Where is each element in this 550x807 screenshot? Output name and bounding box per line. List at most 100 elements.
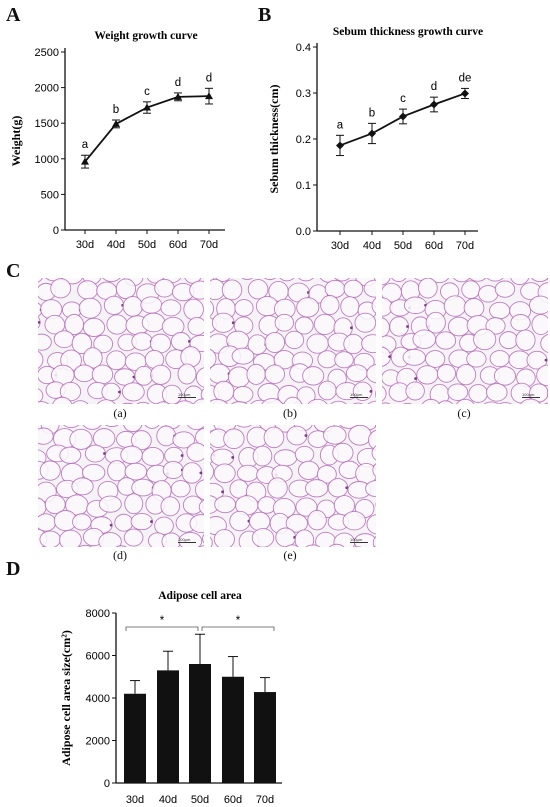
adipocyte-cell — [435, 331, 457, 350]
adipocyte-cell — [543, 402, 548, 404]
adipocyte-cell — [391, 278, 407, 283]
y-tick-label: 0.1 — [296, 180, 311, 192]
adipocyte-cell — [365, 480, 376, 498]
y-tick-label: 2000 — [86, 736, 110, 748]
adipocyte-cell — [382, 317, 390, 338]
y-axis-label: Weight(g) — [9, 116, 23, 167]
adipose-cell-area-chart: Adipose cell area Adipose cell area size(… — [59, 590, 282, 806]
weight-growth-chart: Weight growth curve Weight(g) 0 500 1000 1500… — [9, 30, 225, 251]
adipocyte-cell — [213, 463, 236, 484]
adipocyte-cell — [210, 463, 215, 481]
adipocyte-cell — [141, 446, 165, 467]
x-tick-label: 50d — [394, 240, 412, 252]
adipocyte-cell — [363, 279, 376, 298]
adipocyte-cell — [161, 384, 183, 404]
bar — [189, 664, 211, 783]
adipocyte-cell — [382, 402, 391, 404]
adipocyte-cell — [71, 477, 94, 496]
adipocyte-cell — [323, 425, 347, 445]
adipocyte-cell — [498, 402, 513, 404]
adipocyte-cell — [172, 431, 196, 449]
adipocyte-cell — [154, 516, 174, 535]
adipocyte-cell — [59, 529, 82, 547]
y-axis-label: Adipose cell area size(cm²) — [59, 630, 73, 766]
data-point — [112, 119, 120, 127]
adipocyte-cell — [232, 386, 254, 404]
cell-nucleus — [180, 454, 184, 457]
adipocyte-cell — [246, 363, 266, 385]
significance-star: * — [236, 615, 241, 627]
panel-letter-b: B — [258, 4, 272, 26]
bar — [222, 676, 244, 783]
chart-title: Adipose cell area — [158, 590, 242, 602]
adipocyte-cell — [189, 280, 204, 300]
adipocyte-cell — [286, 425, 308, 446]
significance-letter: d — [431, 81, 437, 93]
adipocyte-cell — [368, 429, 376, 451]
histology-caption-b: (b) — [283, 406, 297, 420]
histology-image-b: 100μm — [210, 278, 376, 404]
scale-bar: 100μm — [350, 537, 368, 543]
cell-nucleus — [150, 520, 153, 523]
scale-bar: 100μm — [178, 392, 196, 398]
significance-letter: b — [113, 104, 119, 116]
adipocyte-cell — [59, 446, 82, 464]
adipocyte-cell — [327, 478, 349, 498]
adipocyte-cell — [156, 425, 177, 447]
adipocyte-cell — [316, 465, 337, 484]
adipocyte-cell — [175, 400, 194, 404]
adipocyte-cell — [285, 513, 308, 533]
adipocyte-cell — [198, 545, 204, 547]
adipocyte-cell — [354, 312, 376, 333]
x-tick-label: 60d — [169, 239, 187, 251]
adipocyte-cell — [453, 278, 471, 283]
y-tick-label: 1500 — [35, 118, 59, 130]
adipocyte-cell — [213, 529, 235, 547]
adipocyte-cell — [198, 499, 204, 515]
adipocyte-cell — [261, 398, 284, 404]
adipocyte-cell — [456, 398, 475, 404]
scale-bar: 100μm — [522, 392, 540, 398]
adipocyte-cell — [515, 329, 536, 351]
adipocyte-cell — [340, 296, 360, 317]
cell-nucleus — [118, 390, 121, 394]
cell-nucleus — [199, 471, 203, 475]
adipocyte-cell — [405, 381, 425, 401]
adipocyte-cell — [493, 366, 516, 386]
adipocyte-cell — [131, 430, 152, 451]
adipocyte-cell — [264, 364, 286, 384]
adipocyte-cell — [194, 479, 204, 501]
adipocyte-cell — [92, 428, 116, 449]
adipocyte-cell — [211, 312, 235, 333]
adipocyte-cell — [154, 278, 175, 298]
adipocyte-cell — [510, 314, 531, 332]
adipocyte-cell — [371, 445, 376, 461]
adipocyte-cell — [403, 296, 428, 315]
adipocyte-cell — [306, 333, 329, 354]
adipocyte-cell — [160, 299, 182, 317]
adipocyte-cell — [123, 425, 143, 433]
adipocyte-cell — [520, 398, 541, 404]
adipocyte-cell — [115, 278, 137, 300]
adipocyte-cell — [332, 442, 354, 463]
significance-letter: c — [144, 86, 150, 98]
adipocyte-cell — [231, 347, 255, 365]
y-tick-label: 0.2 — [296, 134, 311, 146]
adipocyte-cell — [249, 511, 271, 532]
cell-nucleus — [345, 486, 349, 490]
adipocyte-cell — [187, 316, 204, 336]
adipocyte-cell — [343, 279, 364, 299]
x-tick-label: 40d — [107, 239, 125, 251]
adipocyte-cell — [456, 364, 477, 386]
cell-nucleus — [349, 326, 353, 330]
adipocyte-cell — [305, 479, 329, 498]
adipocyte-cell — [425, 311, 446, 334]
significance-letter: a — [337, 119, 344, 131]
adipocyte-cell — [210, 300, 215, 317]
adipocyte-cell — [177, 363, 197, 385]
cell-nucleus — [231, 456, 235, 459]
adipocyte-cell — [140, 296, 163, 314]
y-tick-label: 4000 — [86, 693, 110, 705]
y-tick-label: 500 — [41, 189, 59, 201]
x-tick-label: 30d — [331, 240, 349, 252]
